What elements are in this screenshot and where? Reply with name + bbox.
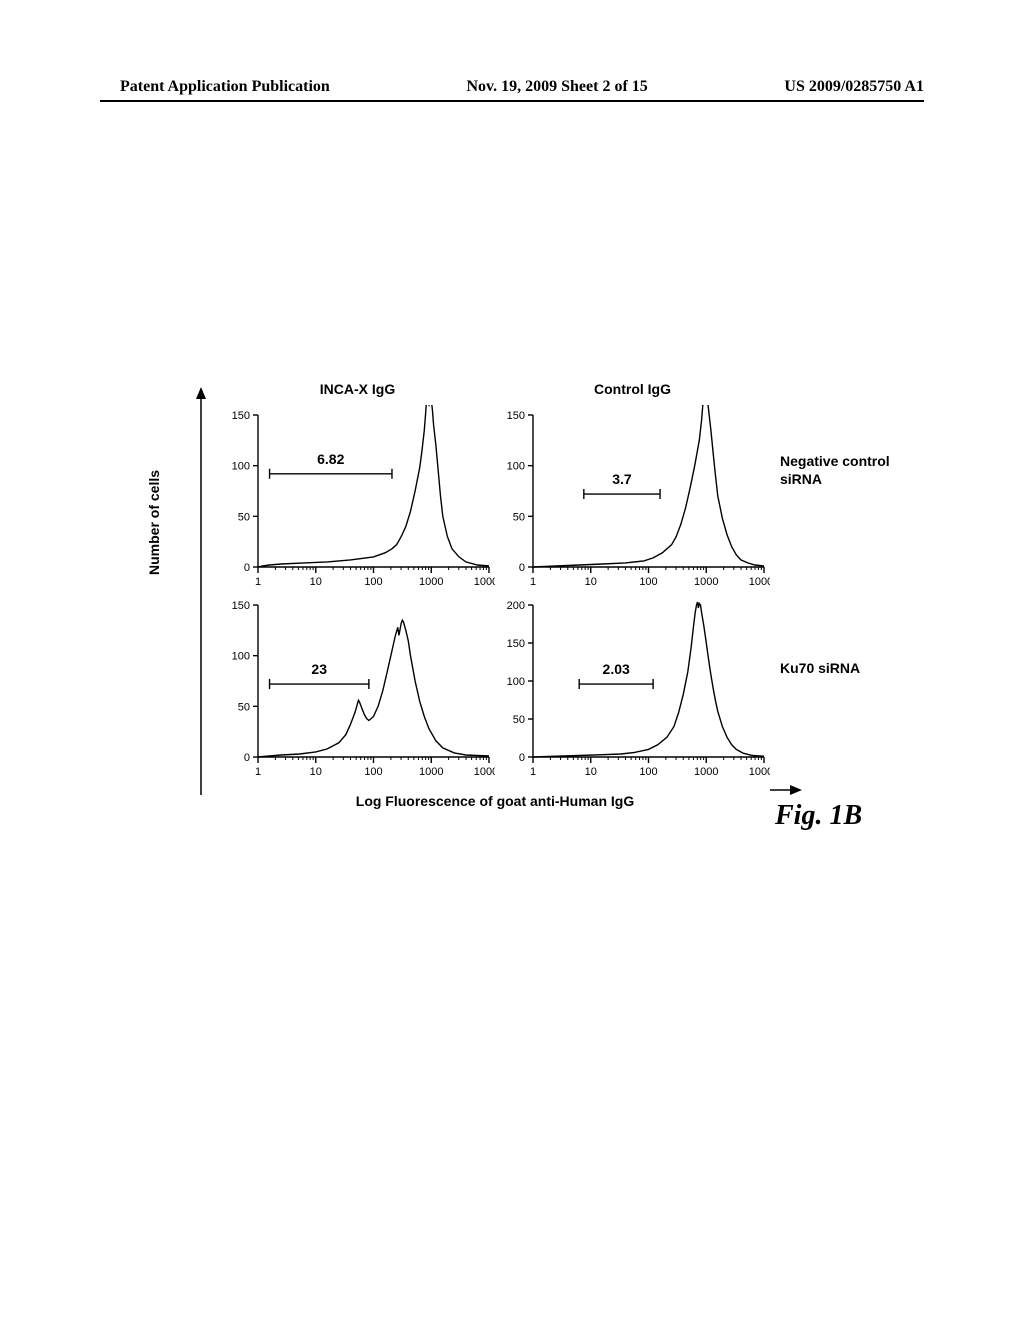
svg-text:1000: 1000	[694, 576, 718, 588]
svg-text:10: 10	[310, 576, 322, 588]
svg-text:50: 50	[238, 511, 250, 523]
gate-value: 3.7	[612, 471, 632, 487]
svg-text:50: 50	[513, 511, 525, 523]
svg-text:200: 200	[507, 600, 525, 612]
svg-text:10000: 10000	[474, 766, 495, 778]
svg-text:1000: 1000	[419, 766, 443, 778]
y-axis-arrow-icon	[194, 387, 208, 803]
svg-text:1000: 1000	[419, 576, 443, 588]
header-rule	[100, 100, 924, 102]
svg-text:100: 100	[639, 576, 657, 588]
svg-text:50: 50	[238, 701, 250, 713]
histogram-panel: 0 50 100 150 1 10 100 1000 10000 23	[220, 595, 495, 785]
svg-text:10: 10	[310, 766, 322, 778]
svg-text:100: 100	[232, 651, 250, 663]
panel: 0 50 100 150 200 1 10 100 1000 10000 2.03	[495, 595, 770, 785]
header-center: Nov. 19, 2009 Sheet 2 of 15	[466, 78, 647, 96]
svg-text:100: 100	[639, 766, 657, 778]
page-header: Patent Application Publication Nov. 19, …	[0, 78, 1024, 96]
svg-text:10000: 10000	[749, 576, 770, 588]
svg-text:10000: 10000	[749, 766, 770, 778]
svg-text:100: 100	[364, 576, 382, 588]
header-right: US 2009/0285750 A1	[784, 78, 924, 96]
gate-value: 2.03	[603, 661, 630, 677]
svg-text:1: 1	[255, 576, 261, 588]
svg-text:1: 1	[530, 766, 536, 778]
x-axis-label: Log Fluorescence of goat anti-Human IgG	[220, 793, 770, 809]
row-label-negative: Negative control siRNA	[780, 453, 890, 488]
panel: 0 50 100 150 1 10 100 1000 10000 3.7	[495, 405, 770, 595]
gate-value: 23	[311, 661, 327, 677]
svg-text:100: 100	[364, 766, 382, 778]
histogram-panel: 0 50 100 150 1 10 100 1000 10000 3.7	[495, 405, 770, 595]
svg-text:0: 0	[519, 562, 525, 574]
x-axis-arrow-icon	[770, 783, 802, 797]
svg-text:150: 150	[507, 410, 525, 422]
svg-text:10: 10	[585, 766, 597, 778]
svg-text:50: 50	[513, 714, 525, 726]
svg-text:100: 100	[507, 461, 525, 473]
histogram-panel: 0 50 100 150 1 10 100 1000 10000 6.82	[220, 405, 495, 595]
svg-text:150: 150	[232, 600, 250, 612]
gate-value: 6.82	[317, 451, 344, 467]
svg-text:150: 150	[507, 638, 525, 650]
svg-text:1: 1	[530, 576, 536, 588]
panel: 0 50 100 150 1 10 100 1000 10000 6.82	[220, 405, 495, 595]
svg-text:1: 1	[255, 766, 261, 778]
histogram-panel: 0 50 100 150 200 1 10 100 1000 10000 2.03	[495, 595, 770, 785]
column-headers: INCA-X IgG Control IgG	[220, 381, 770, 397]
svg-text:1000: 1000	[694, 766, 718, 778]
panel: 0 50 100 150 1 10 100 1000 10000 23	[220, 595, 495, 785]
svg-text:0: 0	[244, 562, 250, 574]
svg-text:100: 100	[232, 461, 250, 473]
svg-text:0: 0	[244, 752, 250, 764]
svg-text:0: 0	[519, 752, 525, 764]
svg-text:10000: 10000	[474, 576, 495, 588]
col-header-inca: INCA-X IgG	[220, 381, 495, 397]
svg-text:150: 150	[232, 410, 250, 422]
svg-text:100: 100	[507, 676, 525, 688]
svg-text:10: 10	[585, 576, 597, 588]
col-header-control: Control IgG	[495, 381, 770, 397]
row-label-ku70: Ku70 siRNA	[780, 660, 890, 678]
figure-1b: INCA-X IgG Control IgG Number of cells 0…	[160, 405, 880, 785]
figure-caption: Fig. 1B	[775, 800, 862, 832]
header-left: Patent Application Publication	[120, 78, 330, 96]
y-axis-label: Number of cells	[146, 470, 162, 575]
